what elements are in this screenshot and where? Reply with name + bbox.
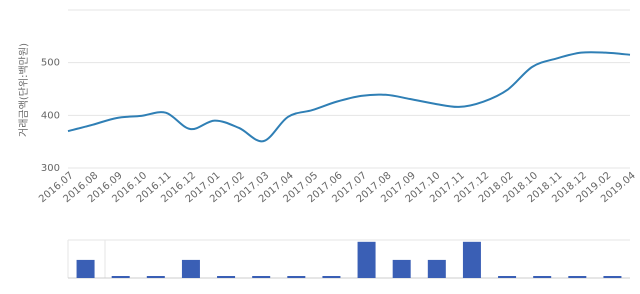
y-tick-label: 300 bbox=[41, 163, 60, 174]
bar bbox=[217, 276, 236, 278]
bar bbox=[111, 276, 130, 278]
line bbox=[67, 51, 631, 143]
bar bbox=[76, 259, 95, 278]
bar bbox=[603, 276, 622, 278]
bar bbox=[533, 276, 552, 278]
bar bbox=[252, 276, 271, 278]
bar bbox=[498, 276, 517, 278]
bar bbox=[287, 276, 306, 278]
y-tick-label: 400 bbox=[41, 110, 60, 121]
bar bbox=[462, 241, 481, 278]
bar bbox=[568, 276, 587, 278]
bar bbox=[181, 259, 200, 278]
y-axis-title: 거래금액(단위:백만원) bbox=[17, 43, 30, 137]
bar bbox=[322, 276, 341, 278]
bar bbox=[392, 259, 411, 278]
bar bbox=[427, 259, 446, 278]
bar bbox=[357, 241, 376, 278]
y-tick-label: 500 bbox=[41, 58, 60, 69]
bar bbox=[146, 276, 165, 278]
